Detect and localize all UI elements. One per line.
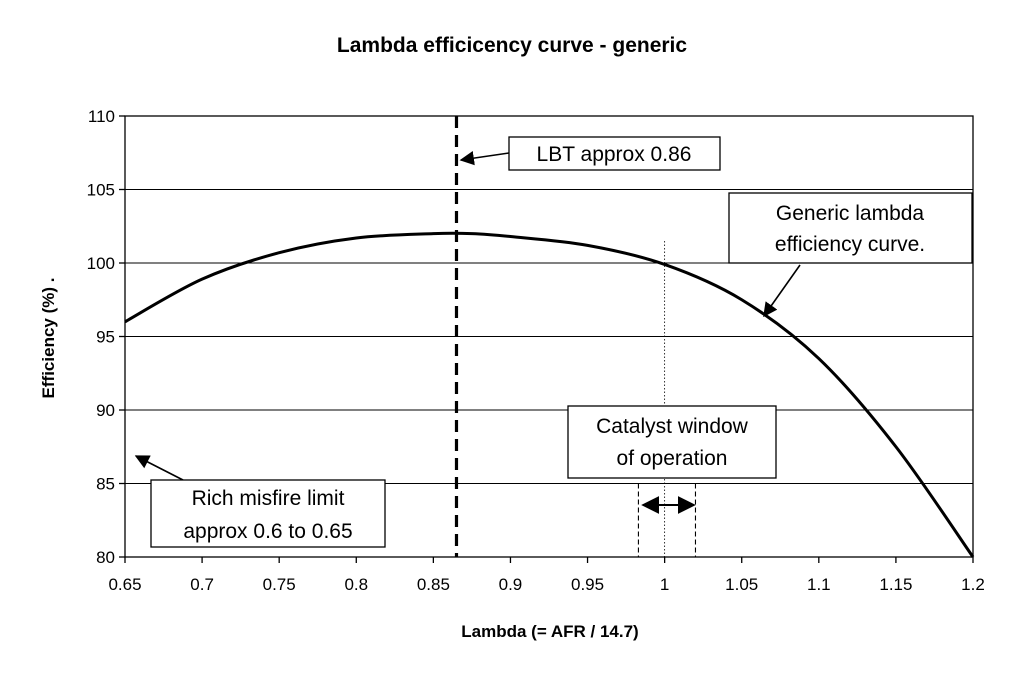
x-tick-label: 0.7 xyxy=(190,575,214,594)
y-tick-label: 95 xyxy=(96,328,115,347)
x-tick-label: 1.15 xyxy=(879,575,912,594)
x-tick-label: 0.9 xyxy=(499,575,523,594)
x-axis-ticks: 0.65 0.7 0.75 0.8 0.85 0.9 0.95 1 1.05 1.1 1.15 1.2 xyxy=(108,557,985,594)
y-axis-ticks: 80 85 90 95 100 105 110 xyxy=(87,107,125,567)
x-tick-label: 0.85 xyxy=(417,575,450,594)
y-tick-label: 110 xyxy=(88,107,115,126)
x-tick-label: 1.1 xyxy=(807,575,831,594)
x-tick-label: 0.65 xyxy=(108,575,141,594)
x-tick-label: 1 xyxy=(660,575,669,594)
annotation-lbt-text: LBT approx 0.86 xyxy=(537,143,692,166)
x-tick-label: 1.05 xyxy=(725,575,758,594)
y-tick-label: 85 xyxy=(96,475,115,494)
annotation-lbt-arrow xyxy=(459,151,510,166)
annotation-misfire-arrow xyxy=(134,455,184,481)
annotation-catalyst-box xyxy=(567,405,777,479)
annotation-generic-line2: efficiency curve. xyxy=(775,233,925,256)
annotation-misfire-line2: approx 0.6 to 0.65 xyxy=(183,520,352,543)
annotation-catalyst-line2: of operation xyxy=(617,447,728,470)
x-tick-label: 0.8 xyxy=(344,575,368,594)
annotation-lbt-box xyxy=(508,136,721,171)
x-tick-label: 0.75 xyxy=(263,575,296,594)
y-tick-label: 105 xyxy=(87,181,115,200)
annotation-misfire-line1: Rich misfire limit xyxy=(192,487,345,510)
annotation-catalyst-line1: Catalyst window xyxy=(596,415,749,438)
y-tick-label: 100 xyxy=(87,254,115,273)
annotation-catalyst: Catalyst window of operation xyxy=(567,405,777,514)
annotation-generic: Generic lambda efficiency curve. xyxy=(728,192,973,318)
annotation-misfire: Rich misfire limit approx 0.6 to 0.65 xyxy=(134,455,386,548)
x-tick-label: 1.2 xyxy=(961,575,985,594)
chart-title: Lambda efficicency curve - generic xyxy=(337,34,687,57)
efficiency-curve xyxy=(124,231,975,558)
annotation-misfire-box xyxy=(150,479,386,548)
annotation-generic-box xyxy=(728,192,973,264)
x-tick-label: 0.95 xyxy=(571,575,604,594)
y-tick-label: 80 xyxy=(96,548,115,567)
annotation-lbt: LBT approx 0.86 xyxy=(459,136,721,171)
y-axis-label: Efficiency (%) . xyxy=(39,278,58,399)
annotation-generic-line1: Generic lambda xyxy=(776,202,925,225)
y-tick-label: 90 xyxy=(96,401,115,420)
annotation-generic-arrow xyxy=(763,264,801,318)
x-axis-label: Lambda (= AFR / 14.7) xyxy=(461,622,638,641)
